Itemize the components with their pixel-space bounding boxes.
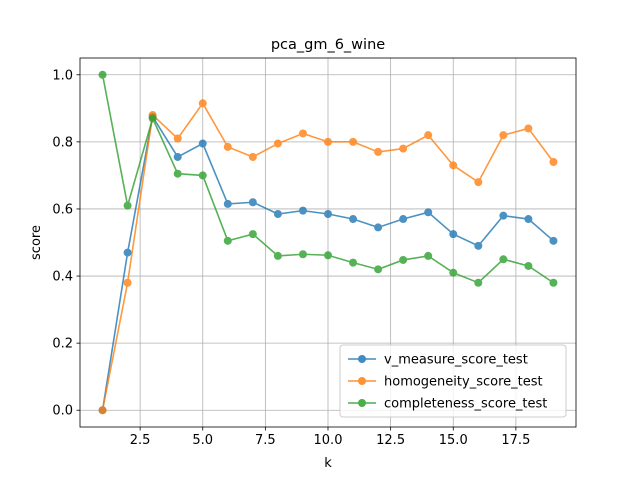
- data-point: [173, 169, 182, 178]
- data-point: [449, 161, 458, 170]
- data-point: [424, 131, 433, 140]
- series-layer: [98, 70, 558, 415]
- chart-title: pca_gm_6_wine: [271, 37, 385, 53]
- data-point: [449, 230, 458, 239]
- legend-marker: [358, 355, 366, 363]
- data-point: [198, 139, 207, 148]
- data-point: [374, 265, 383, 274]
- data-point: [98, 406, 107, 415]
- x-axis-label: k: [324, 456, 332, 471]
- data-point: [98, 70, 107, 79]
- data-point: [499, 211, 508, 220]
- legend-entry: [348, 355, 376, 363]
- legend: v_measure_score_test homogeneity_score_te…: [339, 344, 567, 418]
- data-point: [273, 139, 282, 148]
- x-tick-label: 12.5: [376, 433, 405, 448]
- x-tick-label: 5.0: [192, 433, 213, 448]
- data-point: [524, 261, 533, 270]
- legend-label: v_measure_score_test: [384, 353, 528, 368]
- data-point: [499, 131, 508, 140]
- data-point: [349, 215, 358, 224]
- y-tick-label: 0.2: [52, 337, 73, 352]
- legend-entry: [348, 377, 376, 385]
- data-point: [524, 215, 533, 224]
- data-point: [399, 255, 408, 264]
- legend-marker: [358, 377, 366, 385]
- series-v_measure_score_test: [98, 112, 558, 415]
- data-point: [374, 223, 383, 232]
- data-point: [474, 241, 483, 250]
- data-point: [349, 258, 358, 267]
- ticks-layer: 2.5 5.0 7.5 10.0 12.5 15.0 17.5 0.0 0.2 0.4 0.6 0.8…: [52, 68, 530, 448]
- data-point: [123, 278, 132, 287]
- x-tick-label: 7.5: [255, 433, 276, 448]
- y-axis-label: score: [29, 225, 44, 260]
- data-point: [173, 134, 182, 143]
- y-tick-label: 1.0: [52, 68, 73, 83]
- data-point: [223, 199, 232, 208]
- data-point: [148, 114, 157, 123]
- data-point: [324, 251, 332, 260]
- data-point: [324, 137, 332, 146]
- data-point: [298, 250, 307, 259]
- data-point: [449, 268, 458, 277]
- legend-box: [339, 344, 567, 418]
- data-point: [474, 178, 483, 187]
- data-point: [248, 230, 257, 239]
- series-homogeneity_score_test: [98, 99, 558, 415]
- data-point: [474, 278, 483, 287]
- x-tick-label: 15.0: [439, 433, 468, 448]
- y-tick-label: 0.6: [52, 202, 73, 217]
- x-tick-label: 10.0: [314, 433, 343, 448]
- data-point: [123, 248, 132, 257]
- data-point: [273, 251, 282, 260]
- y-tick-label: 0.4: [52, 270, 73, 285]
- y-tick-label: 0.8: [52, 135, 73, 150]
- data-point: [173, 152, 182, 161]
- legend-label: homogeneity_score_test: [384, 375, 543, 390]
- data-point: [223, 142, 232, 151]
- data-point: [424, 251, 433, 260]
- data-point: [248, 152, 257, 161]
- data-point: [524, 124, 533, 133]
- legend-marker: [358, 399, 366, 407]
- series-completeness_score_test: [98, 70, 558, 287]
- data-point: [298, 206, 307, 215]
- x-tick-label: 2.5: [130, 433, 151, 448]
- data-point: [499, 255, 508, 264]
- data-point: [424, 208, 433, 217]
- data-point: [198, 99, 207, 108]
- data-point: [399, 144, 408, 153]
- data-point: [349, 137, 358, 146]
- data-point: [399, 215, 408, 224]
- y-tick-label: 0.0: [52, 404, 73, 419]
- data-point: [273, 209, 282, 218]
- data-point: [123, 201, 132, 210]
- data-point: [324, 209, 332, 218]
- data-point: [549, 278, 558, 287]
- data-point: [298, 129, 307, 138]
- data-point: [223, 236, 232, 245]
- legend-label: completeness_score_test: [384, 397, 547, 412]
- data-point: [198, 171, 207, 180]
- legend-entry: [348, 399, 376, 407]
- x-tick-label: 17.5: [501, 433, 530, 448]
- data-point: [549, 236, 558, 245]
- data-point: [248, 198, 257, 207]
- data-point: [374, 147, 383, 156]
- grid-layer: [80, 58, 576, 427]
- data-point: [549, 157, 558, 166]
